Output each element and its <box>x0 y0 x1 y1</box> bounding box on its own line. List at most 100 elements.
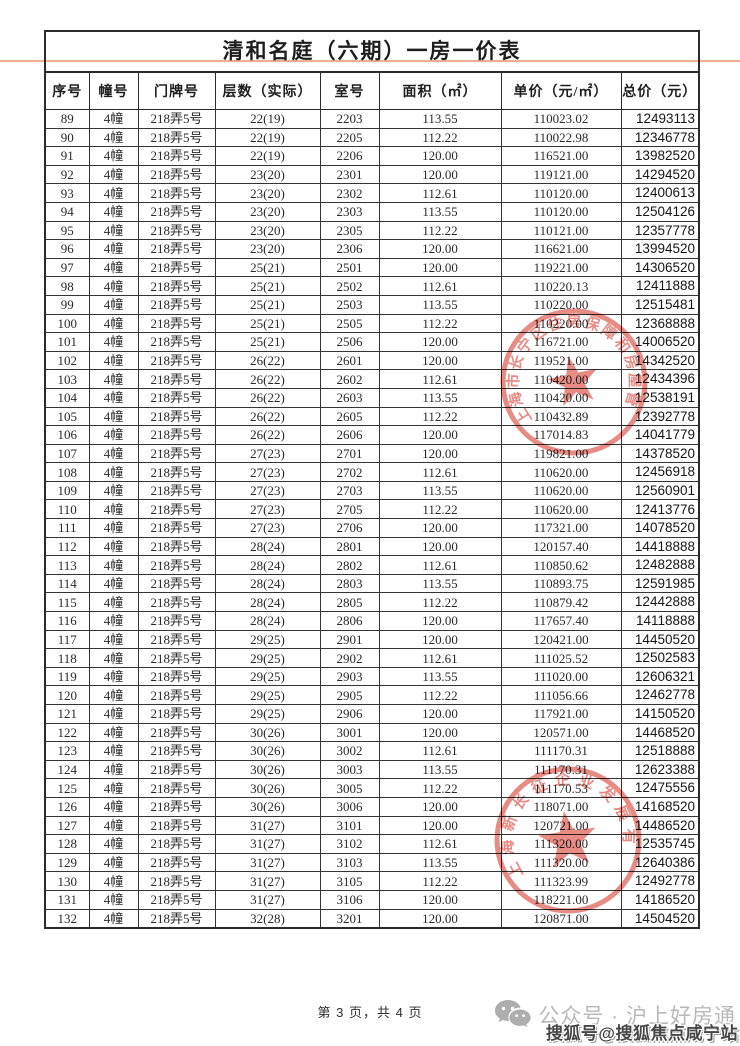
table-cell: 31(27) <box>214 889 321 910</box>
table-cell: 110220.00 <box>500 313 622 334</box>
table-cell: 90 <box>46 127 90 148</box>
table-cell: 218弄5号 <box>137 183 216 203</box>
table-cell: 218弄5号 <box>137 722 216 743</box>
table-cell: 32(28) <box>214 908 321 928</box>
table-cell: 29(25) <box>214 704 321 724</box>
table-cell: 111056.66 <box>500 685 622 705</box>
table-cell: 30(26) <box>214 741 321 761</box>
table-cell: 2805 <box>319 592 380 613</box>
table-cell: 110432.89 <box>500 406 622 427</box>
table-cell: 4幢 <box>88 759 139 780</box>
table-cell: 4幢 <box>88 220 139 241</box>
table-cell: 126 <box>46 796 90 817</box>
table-cell: 218弄5号 <box>137 796 216 817</box>
table-cell: 14418888 <box>620 536 698 557</box>
table-cell: 2802 <box>319 555 380 575</box>
table-cell: 110121.00 <box>500 220 622 241</box>
table-cell: 3005 <box>319 778 380 798</box>
sohu-watermark: 搜狐号@搜狐焦点咸宁站 <box>545 1024 738 1043</box>
table-cell: 3201 <box>319 908 380 928</box>
table-cell: 2703 <box>319 480 380 501</box>
table-cell: 12535745 <box>620 834 698 854</box>
table-cell: 12640386 <box>620 852 698 873</box>
table-cell: 27(23) <box>214 499 321 520</box>
table-cell: 218弄5号 <box>137 889 216 910</box>
table-row: 121 4幢 218弄5号 29(25) 2906 120.00 117921.00 1415… <box>46 704 698 724</box>
table-cell: 111 <box>46 518 90 538</box>
table-cell: 2306 <box>319 239 380 259</box>
table-cell: 120421.00 <box>500 629 622 650</box>
table-row: 118 4幢 218弄5号 29(25) 2902 112.61 111025.52 1250… <box>46 648 698 668</box>
table-cell: 110420.00 <box>500 369 622 389</box>
table-cell: 4幢 <box>88 146 139 166</box>
table-cell: 2305 <box>319 220 380 241</box>
table-row: 89 4幢 218弄5号 22(19) 2203 113.55 110023.02 12493… <box>46 109 698 129</box>
table-cell: 25(21) <box>214 332 321 352</box>
table-cell: 4幢 <box>88 294 139 315</box>
column-header: 面积（㎡） <box>378 73 502 110</box>
table-cell: 4幢 <box>88 536 139 557</box>
column-header: 室号 <box>319 73 380 110</box>
table-cell: 14342520 <box>620 350 698 371</box>
table-cell: 27(23) <box>214 480 321 501</box>
table-cell: 116621.00 <box>500 239 622 259</box>
table-cell: 120.00 <box>378 332 502 352</box>
table-cell: 218弄5号 <box>137 127 216 148</box>
table-cell: 4幢 <box>88 834 139 854</box>
table-cell: 113 <box>46 555 90 575</box>
table-cell: 31(27) <box>214 871 321 891</box>
page-title: 清和名庭（六期）一房一价表 <box>46 32 698 73</box>
table-cell: 29(25) <box>214 648 321 668</box>
table-cell: 101 <box>46 332 90 352</box>
table-cell: 2303 <box>319 201 380 222</box>
table-cell: 116 <box>46 611 90 631</box>
table-cell: 30(26) <box>214 796 321 817</box>
table-cell: 28(24) <box>214 573 321 594</box>
table-cell: 218弄5号 <box>137 592 216 613</box>
table-cell: 112.22 <box>378 499 502 520</box>
table-cell: 115 <box>46 592 90 613</box>
table-cell: 123 <box>46 741 90 761</box>
table-cell: 118221.00 <box>500 889 622 910</box>
table-cell: 120.00 <box>378 350 502 371</box>
table-cell: 95 <box>46 220 90 241</box>
table-cell: 12502583 <box>620 648 698 668</box>
table-cell: 131 <box>46 889 90 910</box>
table-cell: 4幢 <box>88 462 139 482</box>
table-cell: 28(24) <box>214 536 321 557</box>
table-row: 92 4幢 218弄5号 23(20) 2301 120.00 119121.00 14294… <box>46 164 698 185</box>
table-cell: 3002 <box>319 741 380 761</box>
table-cell: 3106 <box>319 889 380 910</box>
table-cell: 4幢 <box>88 722 139 743</box>
column-header: 单价（元/㎡） <box>500 73 622 110</box>
table-cell: 23(20) <box>214 220 321 241</box>
table-row: 98 4幢 218弄5号 25(21) 2502 112.61 110220.13 12411… <box>46 276 698 296</box>
table-cell: 112.22 <box>378 313 502 334</box>
table-cell: 4幢 <box>88 592 139 613</box>
table-cell: 113.55 <box>378 759 502 780</box>
table-cell: 4幢 <box>88 611 139 631</box>
table-cell: 4幢 <box>88 499 139 520</box>
table-cell: 12413776 <box>620 499 698 520</box>
table-cell: 218弄5号 <box>137 109 216 129</box>
table-cell: 120.00 <box>378 164 502 185</box>
table-row: 126 4幢 218弄5号 30(26) 3006 120.00 118071.00 1416… <box>46 796 698 817</box>
table-cell: 218弄5号 <box>137 220 216 241</box>
table-cell: 12492778 <box>620 871 698 891</box>
table-cell: 118 <box>46 648 90 668</box>
table-cell: 218弄5号 <box>137 666 216 687</box>
column-header: 总价（元） <box>620 73 698 110</box>
table-cell: 30(26) <box>214 759 321 780</box>
table-cell: 23(20) <box>214 201 321 222</box>
table-cell: 110120.00 <box>500 183 622 203</box>
table-cell: 218弄5号 <box>137 406 216 427</box>
table-cell: 120.00 <box>378 908 502 928</box>
column-header: 层数（实际） <box>214 73 321 110</box>
table-row: 93 4幢 218弄5号 23(20) 2302 112.61 110120.00 12400… <box>46 183 698 203</box>
table-cell: 120.00 <box>378 704 502 724</box>
table-row: 99 4幢 218弄5号 25(21) 2503 113.55 110220.00 12515… <box>46 294 698 315</box>
table-cell: 4幢 <box>88 276 139 296</box>
table-cell: 97 <box>46 257 90 278</box>
table-header-row: 序号 幢号 门牌号 层数（实际） 室号 面积（㎡） 单价（元/㎡） 总价（元） <box>46 73 698 110</box>
table-row: 113 4幢 218弄5号 28(24) 2802 112.61 110850.62 1248… <box>46 555 698 575</box>
